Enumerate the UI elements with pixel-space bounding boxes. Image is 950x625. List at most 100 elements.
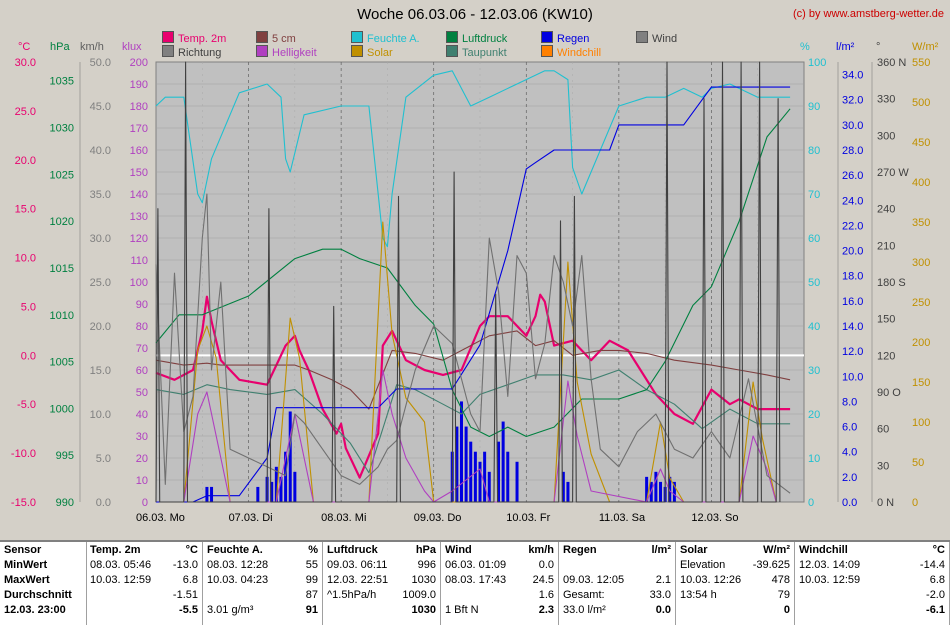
axis-tick-press: 1010 <box>50 310 74 322</box>
stats-cell-value: 2.3 <box>538 604 554 616</box>
axis-tick-dir: 120 <box>877 350 895 362</box>
stats-cell-value: -14.4 <box>919 559 945 571</box>
axis-tick-rain: 20.0 <box>842 246 863 258</box>
axis-tick-solar: 50 <box>912 457 924 469</box>
legend-label: Helligkeit <box>272 47 317 59</box>
legend-swatch <box>162 45 174 57</box>
rain-bar <box>478 461 482 502</box>
stats-rain: Regen l/m² 09.03. 12:05 2.1 Gesamt: 33.0 33.0 … <box>559 542 676 625</box>
legend-item: Luftdruck <box>446 31 508 45</box>
axis-tick-dir: 150 <box>877 314 895 326</box>
legend-swatch <box>256 31 268 43</box>
stats-rain-row: Gesamt: 33.0 <box>559 588 675 603</box>
axis-unit-temp: °C <box>18 41 30 53</box>
stats-press-unit: hPa <box>415 544 436 556</box>
axis-tick-hum: 10 <box>808 453 820 465</box>
axis-tick-solar: 500 <box>912 97 930 109</box>
axis-tick-rain: 10.0 <box>842 371 863 383</box>
rain-bar <box>459 401 463 502</box>
stats-cell-label: Elevation <box>680 559 726 571</box>
stats-hum-row: 10.03. 04:23 99 <box>203 573 322 588</box>
stats-label-avg: Durchschnitt <box>4 589 72 601</box>
axis-tick-wind: 45.0 <box>90 101 111 113</box>
stats-solar-row: Elevation -39.625 <box>676 558 794 573</box>
stats-chill-row: -2.0 <box>795 588 949 603</box>
axis-tick-lux: 10 <box>136 475 148 487</box>
rain-bar <box>473 451 477 502</box>
axis-tick-hum: 0 <box>808 497 814 509</box>
stats-cell-value: 55 <box>305 559 318 571</box>
stats-temp-row: -1.51 <box>86 588 202 603</box>
axis-tick-lux: 30 <box>136 431 148 443</box>
axis-unit-wind: km/h <box>80 41 104 53</box>
axis-tick-solar: 100 <box>912 417 930 429</box>
rain-bar <box>668 476 672 502</box>
axis-unit-solar: W/m² <box>912 41 939 53</box>
axis-tick-temp: -15.0 <box>11 497 36 509</box>
axis-tick-lux: 20 <box>136 453 148 465</box>
axis-tick-press: 1015 <box>50 263 74 275</box>
legend-swatch <box>446 45 458 57</box>
stats-cell-value: -39.625 <box>752 559 790 571</box>
axis-tick-lux: 180 <box>130 101 148 113</box>
axis-tick-wind: 25.0 <box>90 277 111 289</box>
stats-hum: Feuchte A.% 08.03. 12:28 55 10.03. 04:23 99 8… <box>203 542 323 625</box>
stats-cell-value: 0 <box>783 604 790 616</box>
legend-label: Luftdruck <box>462 33 508 45</box>
axis-tick-lux: 90 <box>136 299 148 311</box>
axis-tick-rain: 22.0 <box>842 220 863 232</box>
axis-tick-rain: 8.0 <box>842 396 857 408</box>
stats-solar-row: 13:54 h 79 <box>676 588 794 603</box>
rain-bar <box>645 476 649 502</box>
axis-tick-press: 1030 <box>50 123 74 135</box>
axis-tick-lux: 200 <box>130 57 148 69</box>
axis-tick-rain: 26.0 <box>842 170 863 182</box>
stats-temp-row: 08.03. 05:46 -13.0 <box>86 558 202 573</box>
axis-tick-hum: 50 <box>808 277 820 289</box>
stats-wind: Wind km/h 06.03. 01:09 0.0 08.03. 17:43 24.5 1… <box>441 542 559 625</box>
stats-hum-unit: % <box>308 544 318 556</box>
stats-solar: Solar W/m² Elevation -39.625 10.03. 12:26 478… <box>676 542 795 625</box>
rain-bar <box>566 481 570 502</box>
legend-item: Taupunkt <box>446 45 507 59</box>
stats-rain-row: 33.0 l/m² 0.0 <box>559 603 675 618</box>
axis-tick-wind: 5.0 <box>96 453 111 465</box>
stats-cell-value: 24.5 <box>532 574 554 586</box>
stats-hum-row: 08.03. 12:28 55 <box>203 558 322 573</box>
axis-tick-rain: 6.0 <box>842 422 857 434</box>
axis-tick-lux: 160 <box>130 145 148 157</box>
axis-tick-rain: 14.0 <box>842 321 863 333</box>
axis-tick-solar: 150 <box>912 377 930 389</box>
axis-tick-hum: 90 <box>808 101 820 113</box>
axis-tick-press: 1000 <box>50 403 74 415</box>
axis-tick-dir: 360 N <box>877 57 906 69</box>
axis-unit-lux: klux <box>122 41 142 53</box>
stats-wind-row: 1.6 <box>441 588 558 603</box>
copyright-link[interactable]: (c) by www.amstberg-wetter.de <box>793 8 944 20</box>
x-day-label: 10.03. Fr <box>506 512 550 524</box>
stats-chill-title: Windchill °C <box>799 544 945 556</box>
stats-cell-value: 33.0 <box>649 589 671 601</box>
stats-cell-value: -1.51 <box>172 589 198 601</box>
stats-sensor: Sensor MinWert MaxWert Durchschnitt 12.0… <box>0 542 87 625</box>
axis-tick-temp: 10.0 <box>15 253 36 265</box>
stats-cell-label: 08.03. 12:28 <box>207 559 269 571</box>
stats-cell-label: 3.01 g/m³ <box>207 604 254 616</box>
legend-swatch <box>162 31 174 43</box>
stats-label-max: MaxWert <box>4 574 50 586</box>
axis-tick-lux: 120 <box>130 233 148 245</box>
stats-sensor-title: Sensor <box>4 544 42 556</box>
legend-item: Helligkeit <box>256 45 317 59</box>
stats-cell-value: -6.1 <box>926 604 945 616</box>
rain-bar <box>483 451 487 502</box>
axis-tick-press: 990 <box>56 497 74 509</box>
axis-tick-lux: 140 <box>130 189 148 201</box>
stats-chill-row: -6.1 <box>795 603 949 618</box>
stats-press-title: Luftdruck hPa <box>327 544 436 556</box>
legend-label: Wind <box>652 33 678 45</box>
stats-solar-title: Solar W/m² <box>680 544 790 556</box>
axis-tick-wind: 30.0 <box>90 233 111 245</box>
axis-unit-hum: % <box>800 41 810 53</box>
stats-wind-row: 06.03. 01:09 0.0 <box>441 558 558 573</box>
axis-tick-dir: 210 <box>877 240 895 252</box>
